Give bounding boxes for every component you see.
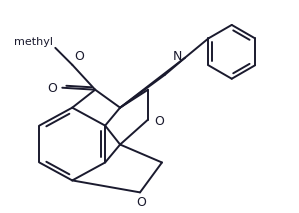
Text: O: O (136, 196, 146, 209)
Text: O: O (74, 50, 84, 63)
Text: O: O (48, 82, 57, 95)
Text: N: N (173, 50, 182, 63)
Text: methyl: methyl (14, 37, 53, 47)
Text: O: O (154, 115, 164, 128)
